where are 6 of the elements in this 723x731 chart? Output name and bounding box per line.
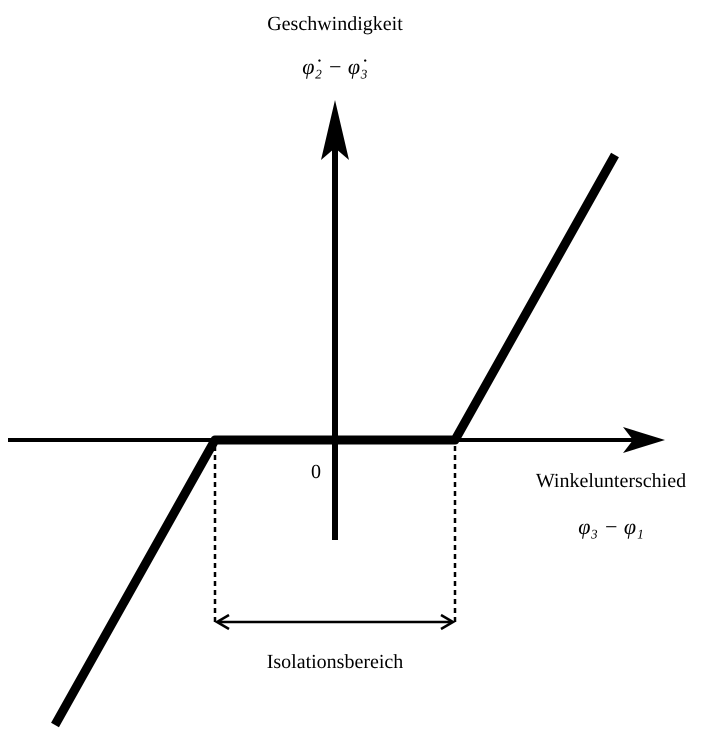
text: Geschwindigkeit bbox=[267, 13, 404, 35]
annotation: 0 bbox=[311, 461, 321, 483]
text: φ̇₂ − φ̇₃ bbox=[302, 54, 368, 79]
x-axis-title: Winkelunterschied bbox=[536, 470, 686, 492]
annotation: Isolationsbereich bbox=[266, 651, 404, 673]
annotation: φ₃ − φ₁ bbox=[578, 514, 644, 539]
